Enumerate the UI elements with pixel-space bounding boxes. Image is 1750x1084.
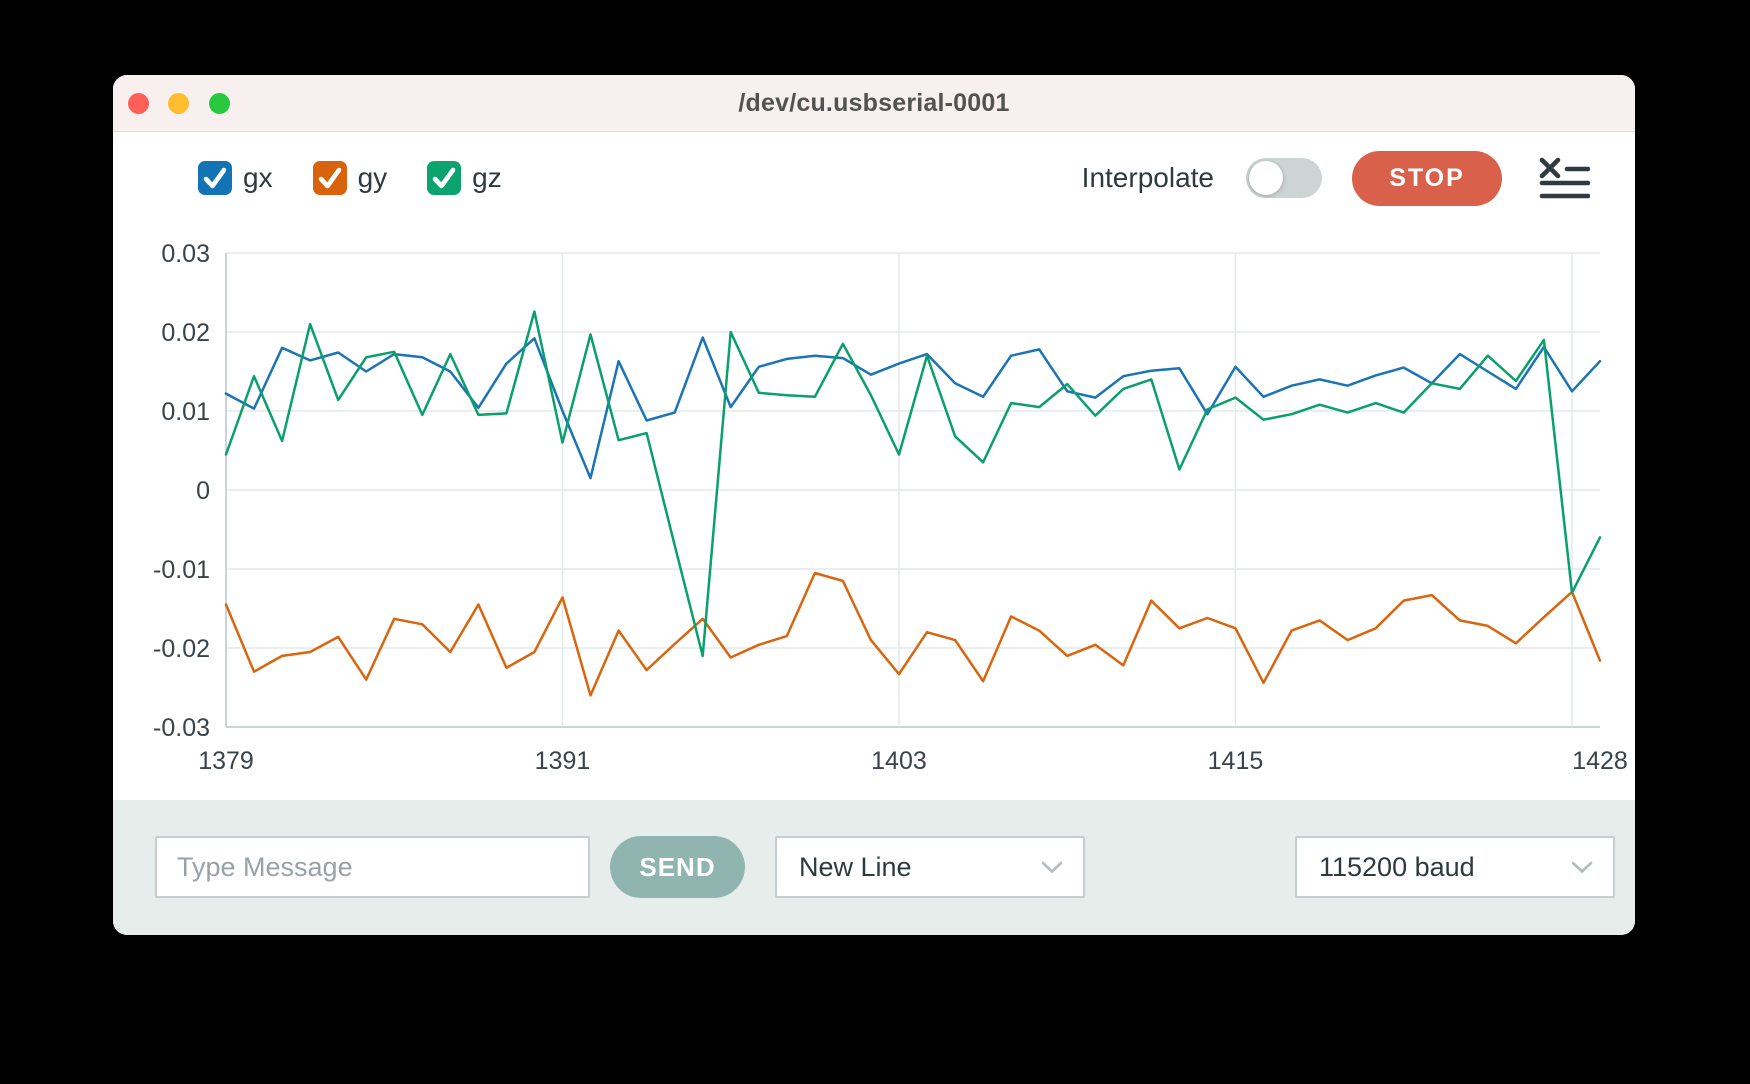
checkbox-gx[interactable] xyxy=(198,161,232,195)
titlebar: /dev/cu.usbserial-0001 xyxy=(113,75,1635,132)
close-button[interactable] xyxy=(128,93,149,114)
x-tick-label: 1403 xyxy=(871,747,927,775)
y-tick-label: 0 xyxy=(196,477,210,505)
line-ending-value: New Line xyxy=(799,851,912,882)
legend-label-gx: gx xyxy=(243,162,273,193)
stop-button[interactable]: STOP xyxy=(1352,150,1502,206)
interpolate-label: Interpolate xyxy=(1081,162,1214,193)
zoom-button[interactable] xyxy=(209,93,230,114)
message-input[interactable] xyxy=(155,836,590,898)
y-tick-label: -0.02 xyxy=(153,635,210,663)
baud-rate-value: 115200 baud xyxy=(1319,851,1475,882)
bottom-bar: SEND New Line 115200 baud xyxy=(113,800,1635,935)
window-title: /dev/cu.usbserial-0001 xyxy=(738,89,1010,117)
y-tick-label: -0.01 xyxy=(153,556,210,584)
send-button[interactable]: SEND xyxy=(610,836,745,898)
baud-rate-select[interactable]: 115200 baud xyxy=(1295,836,1615,898)
series-gz xyxy=(224,310,1602,658)
toggle-knob xyxy=(1249,161,1283,195)
x-tick-label: 1379 xyxy=(198,747,254,775)
checkbox-gy[interactable] xyxy=(312,161,347,195)
x-tick-label: 1428 xyxy=(1572,747,1628,775)
minimize-button[interactable] xyxy=(168,93,189,114)
series-gy xyxy=(224,571,1602,697)
y-tick-label: 0.02 xyxy=(161,319,210,347)
series-gx xyxy=(224,336,1602,480)
legend-item-gy[interactable]: gy xyxy=(312,161,388,195)
y-tick-label: 0.01 xyxy=(161,398,210,426)
legend-label-gy: gy xyxy=(357,162,388,193)
chevron-down-icon xyxy=(1041,861,1063,873)
legend-item-gz[interactable]: gz xyxy=(427,161,502,195)
y-tick-label: -0.03 xyxy=(153,714,210,742)
checkbox-gz[interactable] xyxy=(427,161,462,195)
y-tick-label: 0.03 xyxy=(161,240,210,268)
x-tick-label: 1391 xyxy=(535,747,591,775)
right-controls: Interpolate STOP xyxy=(1081,150,1590,206)
legend-item-gx[interactable]: gx xyxy=(198,161,273,195)
x-tick-label: 1415 xyxy=(1208,747,1264,775)
app-window: /dev/cu.usbserial-0001 gx gy gz Interpolat… xyxy=(113,75,1635,935)
toolbar: gx gy gz Interpolate STOP xyxy=(113,132,1635,224)
legend: gx gy gz xyxy=(198,161,502,195)
line-ending-select[interactable]: New Line xyxy=(775,836,1085,898)
chevron-down-icon xyxy=(1571,861,1593,873)
legend-label-gz: gz xyxy=(472,162,502,193)
clear-list-icon[interactable] xyxy=(1538,156,1590,200)
interpolate-toggle[interactable] xyxy=(1246,158,1322,198)
